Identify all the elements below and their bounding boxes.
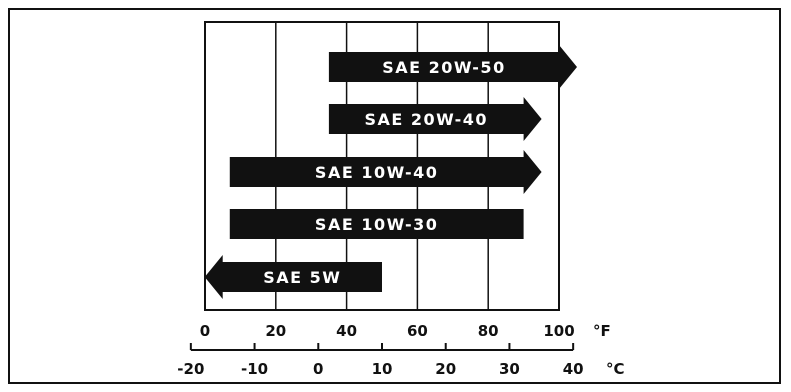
band-label-sae-20w-50: SAE 20W-50	[382, 58, 506, 77]
f-tick-label: 20	[265, 322, 286, 340]
band-label-sae-5w: SAE 5W	[263, 268, 341, 287]
c-tick-label: 20	[435, 360, 456, 378]
f-tick-label: 0	[200, 322, 210, 340]
band-label-sae-10w-30: SAE 10W-30	[315, 215, 439, 234]
band-sae-20w-50	[328, 45, 577, 89]
f-tick-label: 40	[336, 322, 357, 340]
band-sae-5w	[204, 255, 382, 299]
c-tick-label: -20	[177, 360, 204, 378]
c-tick-label: -10	[241, 360, 268, 378]
f-tick-label: 100	[543, 322, 574, 340]
c-tick-label: 10	[372, 360, 393, 378]
band-sae-20w-40	[328, 97, 542, 141]
f-tick-label: 60	[407, 322, 428, 340]
f-unit-label: °F	[593, 322, 611, 340]
f-tick-label: 80	[478, 322, 499, 340]
c-tick-label: 30	[499, 360, 520, 378]
plot-area	[204, 21, 560, 311]
band-sae-10w-30	[229, 209, 524, 239]
diagram-frame	[8, 8, 781, 384]
band-label-sae-10w-40: SAE 10W-40	[315, 163, 439, 182]
c-tick-label: 0	[313, 360, 323, 378]
c-unit-label: °C	[606, 360, 625, 378]
c-tick-label: 40	[563, 360, 584, 378]
band-label-sae-20w-40: SAE 20W-40	[364, 110, 488, 129]
band-sae-10w-40	[229, 150, 542, 194]
